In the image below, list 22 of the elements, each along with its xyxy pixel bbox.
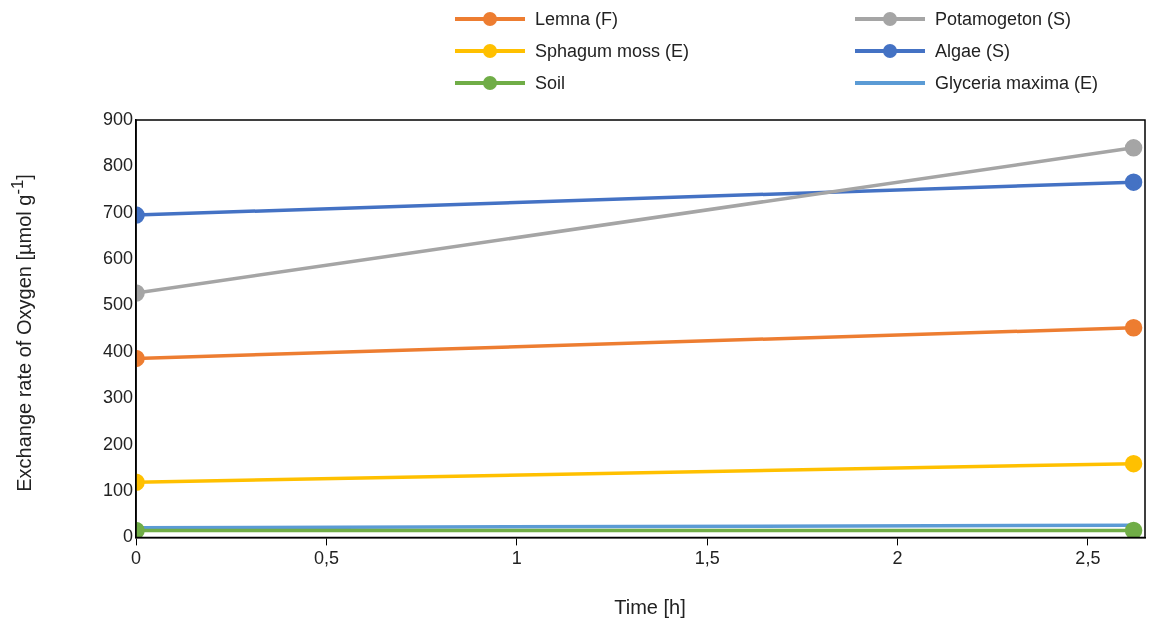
x-axis-title: Time [h] xyxy=(614,596,686,619)
legend-label: Soil xyxy=(535,72,566,94)
x-tick-label: 0,5 xyxy=(313,548,339,569)
legend-label: Potamogeton (S) xyxy=(935,8,1072,30)
y-tick-label: 400 xyxy=(102,340,134,361)
legend-label: Lemna (F) xyxy=(535,8,619,30)
y-tick-label: 500 xyxy=(102,294,134,315)
y-tick-label: 300 xyxy=(102,387,134,408)
y-tick-label: 700 xyxy=(102,201,134,222)
legend-label: Sphagum moss (E) xyxy=(535,40,690,62)
x-tick-label: 1 xyxy=(511,548,522,569)
y-tick-label: 900 xyxy=(102,108,134,129)
y-tick-label: 200 xyxy=(102,433,134,454)
legend-label: Algae (S) xyxy=(935,40,1011,62)
x-tick-label: 1,5 xyxy=(694,548,720,569)
y-tick-label: 800 xyxy=(102,155,134,176)
x-tick-label: 2 xyxy=(892,548,903,569)
y-tick-label: 100 xyxy=(102,479,134,500)
y-tick-label: 600 xyxy=(102,248,134,269)
legend-label: Glyceria maxima (E) xyxy=(935,72,1099,94)
x-tick-label: 2,5 xyxy=(1075,548,1101,569)
y-tick-label: 0 xyxy=(123,526,134,547)
